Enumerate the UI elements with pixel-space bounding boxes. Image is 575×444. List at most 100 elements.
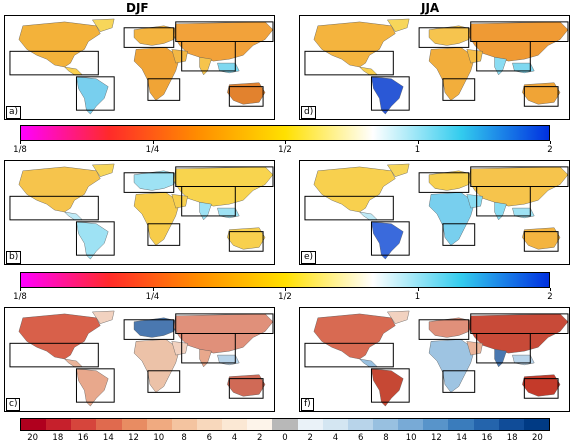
colorbar-segment (146, 419, 172, 430)
world-map (304, 18, 569, 115)
colorbar-segment (297, 419, 323, 430)
continent-africa (133, 192, 180, 246)
column-title-jja: JJA (421, 1, 440, 15)
region-box (370, 368, 410, 403)
colorbar-segment (272, 419, 298, 430)
column-title-djf: DJF (126, 1, 149, 15)
colorbar-tick-label: 1 (414, 292, 421, 302)
continent-greenland (91, 18, 115, 32)
region-box (181, 186, 236, 217)
continent-australia (227, 374, 266, 397)
colorbar-tick-label: 12 (128, 433, 139, 443)
colorbar-tick-label: 20 (27, 433, 39, 443)
continent-india (494, 201, 507, 221)
continent-arabia (466, 194, 483, 209)
panel-label: c) (6, 398, 21, 411)
ratio-colorbar-top (20, 125, 550, 141)
continent-camerica (63, 66, 83, 76)
continent-australia (227, 82, 266, 105)
region-box (523, 231, 559, 252)
region-box (9, 342, 99, 368)
continent-arabia (466, 49, 483, 64)
colorbar-tick-label: 2 (307, 433, 313, 443)
region-box (228, 86, 264, 107)
colorbar-tick-label: 18 (506, 433, 518, 443)
colorbar-tick-mark (417, 288, 419, 291)
colorbar-tick-mark (20, 141, 21, 144)
region-box (442, 370, 476, 393)
region-box (123, 27, 175, 48)
region-box (9, 195, 99, 221)
world-map (304, 310, 569, 407)
colorbar-segment (171, 419, 197, 430)
world-map (9, 18, 274, 115)
colorbar-tick-label: 1/4 (145, 145, 160, 155)
continent-samerica (371, 76, 404, 115)
continent-australia (227, 227, 266, 250)
continent-camerica (358, 211, 378, 221)
continent-samerica (371, 368, 404, 407)
region-box (523, 378, 559, 399)
ratio-colorbar-bottom (20, 272, 550, 288)
region-box (75, 368, 115, 403)
continent-australia (522, 82, 561, 105)
continent-namerica (18, 21, 101, 68)
region-box (181, 333, 236, 364)
continent-arabia (171, 194, 188, 209)
colorbar-tick-label: 0 (282, 433, 288, 443)
map-panel-d: d) (299, 15, 570, 120)
region-box (442, 223, 476, 246)
continent-camerica (63, 211, 83, 221)
continent-europe (428, 25, 476, 46)
panel-label: b) (6, 251, 22, 264)
colorbar-tick-label: 1/2 (278, 145, 292, 155)
percent-colorbar (20, 418, 550, 431)
colorbar-tick-label: 16 (77, 433, 89, 443)
region-box (75, 76, 115, 111)
colorbar-segment (196, 419, 223, 430)
continent-camerica (63, 358, 83, 368)
continent-greenland (386, 310, 410, 324)
continent-greenland (386, 18, 410, 32)
region-box (75, 221, 115, 256)
panel-label: a) (6, 106, 22, 119)
colorbar-tick-mark (550, 288, 551, 291)
continent-samerica (76, 76, 109, 115)
continent-australia (522, 227, 561, 250)
continent-namerica (18, 166, 101, 213)
colorbar-tick-mark (285, 288, 286, 291)
colorbar-tick-label: 1 (414, 145, 421, 155)
continent-greenland (91, 163, 115, 177)
continent-greenland (91, 310, 115, 324)
colorbar-tick-mark (550, 141, 551, 144)
region-box (9, 50, 99, 76)
colorbar-segment (498, 419, 524, 430)
colorbar-tick-label: 1/4 (145, 292, 160, 302)
colorbar-tick-label: 14 (102, 433, 114, 443)
region-box (228, 378, 264, 399)
region-box (476, 41, 531, 72)
map-panel-a: a) (4, 15, 275, 120)
colorbar-tick-label: 12 (431, 433, 442, 443)
colorbar-segment (46, 419, 72, 430)
region-box (418, 319, 470, 340)
colorbar-tick-label: 10 (153, 433, 165, 443)
continent-india (494, 56, 507, 76)
region-box (476, 186, 531, 217)
continent-europe (133, 317, 181, 338)
continent-samerica (76, 221, 109, 260)
colorbar-segment (372, 419, 399, 430)
continent-africa (428, 339, 475, 393)
continent-namerica (313, 313, 396, 360)
region-box (228, 231, 264, 252)
world-map (304, 163, 569, 260)
continent-samerica (371, 221, 404, 260)
continent-india (199, 348, 212, 368)
colorbar-segment (96, 419, 122, 430)
continent-namerica (313, 166, 396, 213)
colorbar-tick-label: 1/8 (13, 145, 27, 155)
colorbar-segment (398, 419, 424, 430)
continent-africa (428, 192, 475, 246)
colorbar-segment (71, 419, 97, 430)
panel-label: f) (301, 398, 314, 411)
